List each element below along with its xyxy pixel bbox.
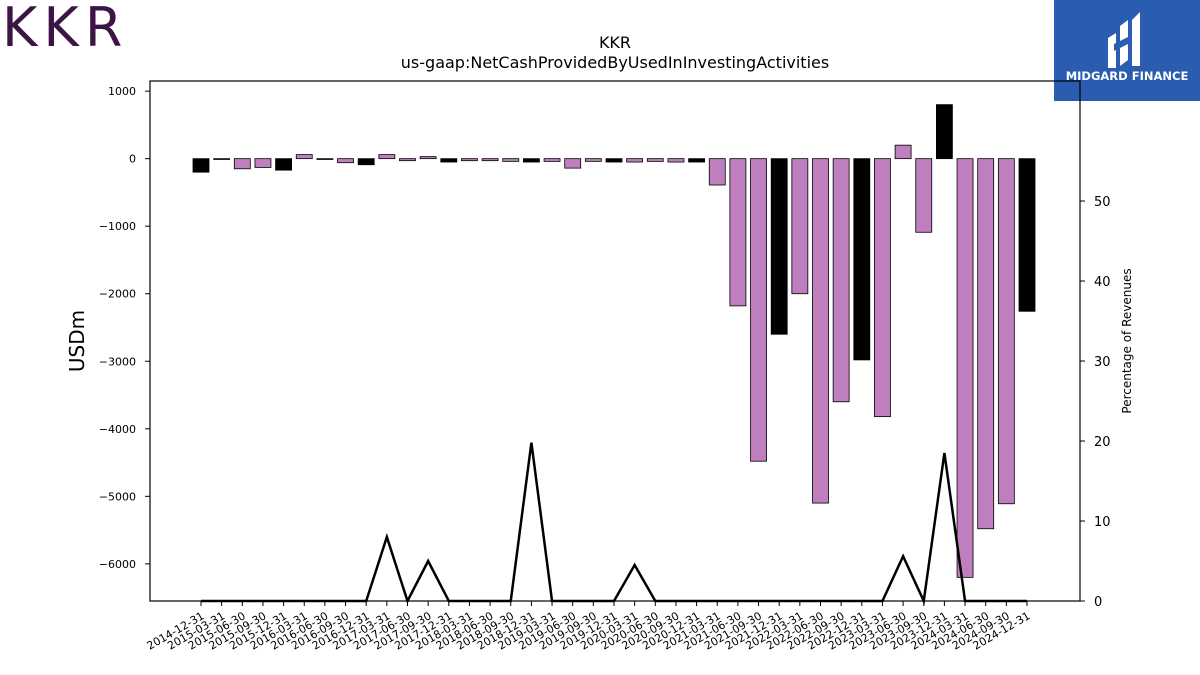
bar [874, 158, 891, 418]
bar [812, 158, 829, 504]
bar [461, 158, 478, 162]
bar [1018, 158, 1036, 312]
y2-tick-label: 50 [1094, 195, 1111, 210]
bar [750, 158, 767, 462]
y2-tick-label: 40 [1094, 275, 1111, 290]
bar [770, 158, 788, 335]
partner-logo-text: MIDGARD FINANCE [1065, 69, 1189, 83]
percentage-line [201, 442, 1027, 606]
y-tick-label: −3000 [99, 355, 136, 368]
bar [605, 158, 623, 163]
y2-tick-label: 0 [1094, 595, 1102, 610]
chart-subtitle: us-gaap:NetCashProvidedByUsedInInvesting… [401, 53, 829, 72]
bar [997, 158, 1015, 505]
bar [523, 158, 540, 163]
y-tick-label: 1000 [108, 85, 136, 98]
y2-tick-label: 30 [1094, 355, 1111, 370]
bar [894, 144, 912, 160]
bar [626, 158, 644, 163]
bar [646, 158, 664, 162]
bar [316, 158, 334, 160]
bar [853, 158, 871, 361]
bar [213, 158, 231, 160]
bar [543, 158, 561, 162]
y-tick-label: −4000 [99, 423, 136, 436]
company-logo: KKR [2, 0, 129, 59]
y2-axis-label: Percentage of Revenues [1120, 268, 1134, 413]
bar [708, 158, 726, 186]
bar [502, 158, 520, 162]
bar [729, 158, 747, 307]
bar [977, 158, 995, 530]
bar [337, 158, 354, 164]
bar [481, 158, 499, 162]
y-axis-label: USDm [65, 310, 89, 372]
bar [667, 158, 685, 163]
bar [584, 158, 602, 162]
bar [254, 158, 272, 168]
bar [832, 158, 850, 403]
bar [936, 104, 953, 160]
chart-title: KKR [599, 33, 631, 52]
bar [233, 158, 251, 170]
bar [192, 158, 210, 173]
y-tick-label: −6000 [99, 558, 136, 571]
bar [791, 158, 809, 295]
bar [564, 158, 582, 169]
y2-tick-label: 10 [1094, 515, 1111, 530]
bar [419, 156, 437, 160]
y-tick-label: −5000 [99, 490, 136, 503]
plot-frame [149, 80, 1081, 602]
bar [915, 158, 933, 233]
bar [399, 158, 416, 162]
bar [440, 158, 458, 163]
y2-tick-label: 20 [1094, 435, 1111, 450]
partner-logo: MIDGARD FINANCE [1054, 0, 1200, 101]
bar [378, 154, 396, 160]
bar [956, 158, 974, 578]
midgard-emblem-icon [1108, 12, 1140, 68]
bar [357, 158, 375, 166]
bar [275, 158, 293, 171]
y-tick-label: 0 [129, 153, 136, 166]
bar [295, 154, 313, 160]
bar [688, 158, 705, 163]
y-tick-label: −2000 [99, 288, 136, 301]
y-tick-label: −1000 [99, 220, 136, 233]
